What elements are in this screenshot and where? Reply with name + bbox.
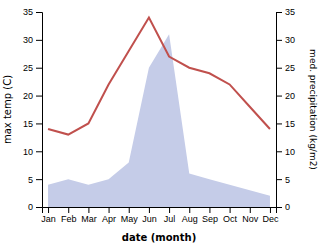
tick-label: 15 <box>23 119 33 129</box>
tick-mark <box>36 96 42 97</box>
tick-mark <box>36 12 42 13</box>
tick-label: Jan <box>41 214 56 224</box>
tick-mark <box>36 123 42 124</box>
tick-mark <box>230 207 231 213</box>
tick-label: Dec <box>262 214 279 224</box>
axis-line <box>36 13 43 208</box>
tick-label: 25 <box>23 63 33 73</box>
tick: 5 <box>276 175 290 185</box>
tick-mark <box>48 207 49 213</box>
tick-mark <box>276 151 282 152</box>
y-axis: 0 5 10 15 20 25 30 35 <box>23 7 43 212</box>
tick-label: Jun <box>142 214 157 224</box>
tick: 15 <box>276 119 295 129</box>
tick-label: Sep <box>202 214 218 224</box>
tick-mark <box>189 207 190 213</box>
tick-label: Nov <box>242 214 259 224</box>
tick: Sep <box>202 207 218 224</box>
y2-axis: 0 5 10 15 20 25 30 35 <box>276 7 295 212</box>
tick: 30 <box>276 35 295 45</box>
tick-label: 30 <box>285 35 295 45</box>
tick: Feb <box>61 207 77 224</box>
tick-label: 5 <box>285 175 290 185</box>
tick: 20 <box>276 91 295 101</box>
tick: 10 <box>276 147 295 157</box>
tick: Mar <box>81 207 97 224</box>
tick: 15 <box>23 119 42 129</box>
tick: 20 <box>23 91 42 101</box>
tick-mark <box>250 207 251 213</box>
tick: 25 <box>276 63 295 73</box>
tick-label: 20 <box>285 91 295 101</box>
axis-line <box>277 13 283 208</box>
tick-label: Apr <box>102 214 116 224</box>
tick-mark <box>276 96 282 97</box>
tick: Apr <box>102 207 116 224</box>
tick-label: Mar <box>81 214 97 224</box>
tick-label: 10 <box>285 147 295 157</box>
tick-label: 30 <box>23 35 33 45</box>
temperature-line <box>48 18 270 135</box>
tick-label: Jul <box>164 214 176 224</box>
tick-label: 0 <box>28 202 33 212</box>
tick-label: 0 <box>285 202 290 212</box>
tick-mark <box>36 151 42 152</box>
tick-mark <box>276 68 282 69</box>
chart: Jan Feb Mar Apr MayJun Jul Aug Sep Oct NovDec 0 5 10… <box>0 0 318 247</box>
tick: Dec <box>262 207 279 224</box>
tick: 10 <box>23 147 42 157</box>
tick-label: 15 <box>285 119 295 129</box>
plot: Jan Feb Mar Apr MayJun Jul Aug Sep Oct NovDec 0 5 10… <box>23 7 295 224</box>
tick: Jan <box>41 207 56 224</box>
tick: May <box>121 207 139 224</box>
tick: 0 <box>28 202 42 212</box>
marks <box>48 18 270 207</box>
tick: 5 <box>28 175 42 185</box>
tick: 35 <box>276 7 295 17</box>
tick-mark <box>88 207 89 213</box>
tick-mark <box>276 123 282 124</box>
tick-mark <box>276 12 282 13</box>
tick-mark <box>36 68 42 69</box>
tick: 30 <box>23 35 42 45</box>
tick-mark <box>270 207 271 213</box>
tick: Oct <box>223 207 238 224</box>
tick-label: 25 <box>285 63 295 73</box>
tick: 25 <box>23 63 42 73</box>
tick: Jul <box>164 207 176 224</box>
tick-mark <box>36 207 42 208</box>
tick-mark <box>169 207 170 213</box>
tick-label: Feb <box>61 214 77 224</box>
tick-label: Aug <box>182 214 198 224</box>
tick-mark <box>149 207 150 213</box>
tick-label: 20 <box>23 91 33 101</box>
tick: 0 <box>276 202 290 212</box>
axis-line <box>43 208 277 214</box>
tick-label: 10 <box>23 147 33 157</box>
y-axis-title: max temp (C) <box>2 75 13 144</box>
tick-label: 35 <box>285 7 295 17</box>
tick-mark <box>36 40 42 41</box>
tick: Jun <box>142 207 157 224</box>
tick-label: Oct <box>223 214 238 224</box>
tick: 35 <box>23 7 42 17</box>
tick-mark <box>276 179 282 180</box>
tick: Nov <box>242 207 259 224</box>
tick-mark <box>36 179 42 180</box>
tick-mark <box>109 207 110 213</box>
tick-mark <box>276 40 282 41</box>
tick-label: 5 <box>28 175 33 185</box>
y2-axis-title: med. precipitation (kg/m2) <box>308 49 318 170</box>
precipitation-area <box>48 34 270 207</box>
x-axis: Jan Feb Mar Apr MayJun Jul Aug Sep Oct NovDec <box>41 207 279 224</box>
tick-label: 35 <box>23 7 33 17</box>
x-axis-title: date (month) <box>122 232 196 243</box>
tick-label: May <box>121 214 139 224</box>
tick-mark <box>129 207 130 213</box>
tick-mark <box>209 207 210 213</box>
tick-mark <box>68 207 69 213</box>
tick: Aug <box>182 207 198 224</box>
tick-mark <box>276 207 282 208</box>
